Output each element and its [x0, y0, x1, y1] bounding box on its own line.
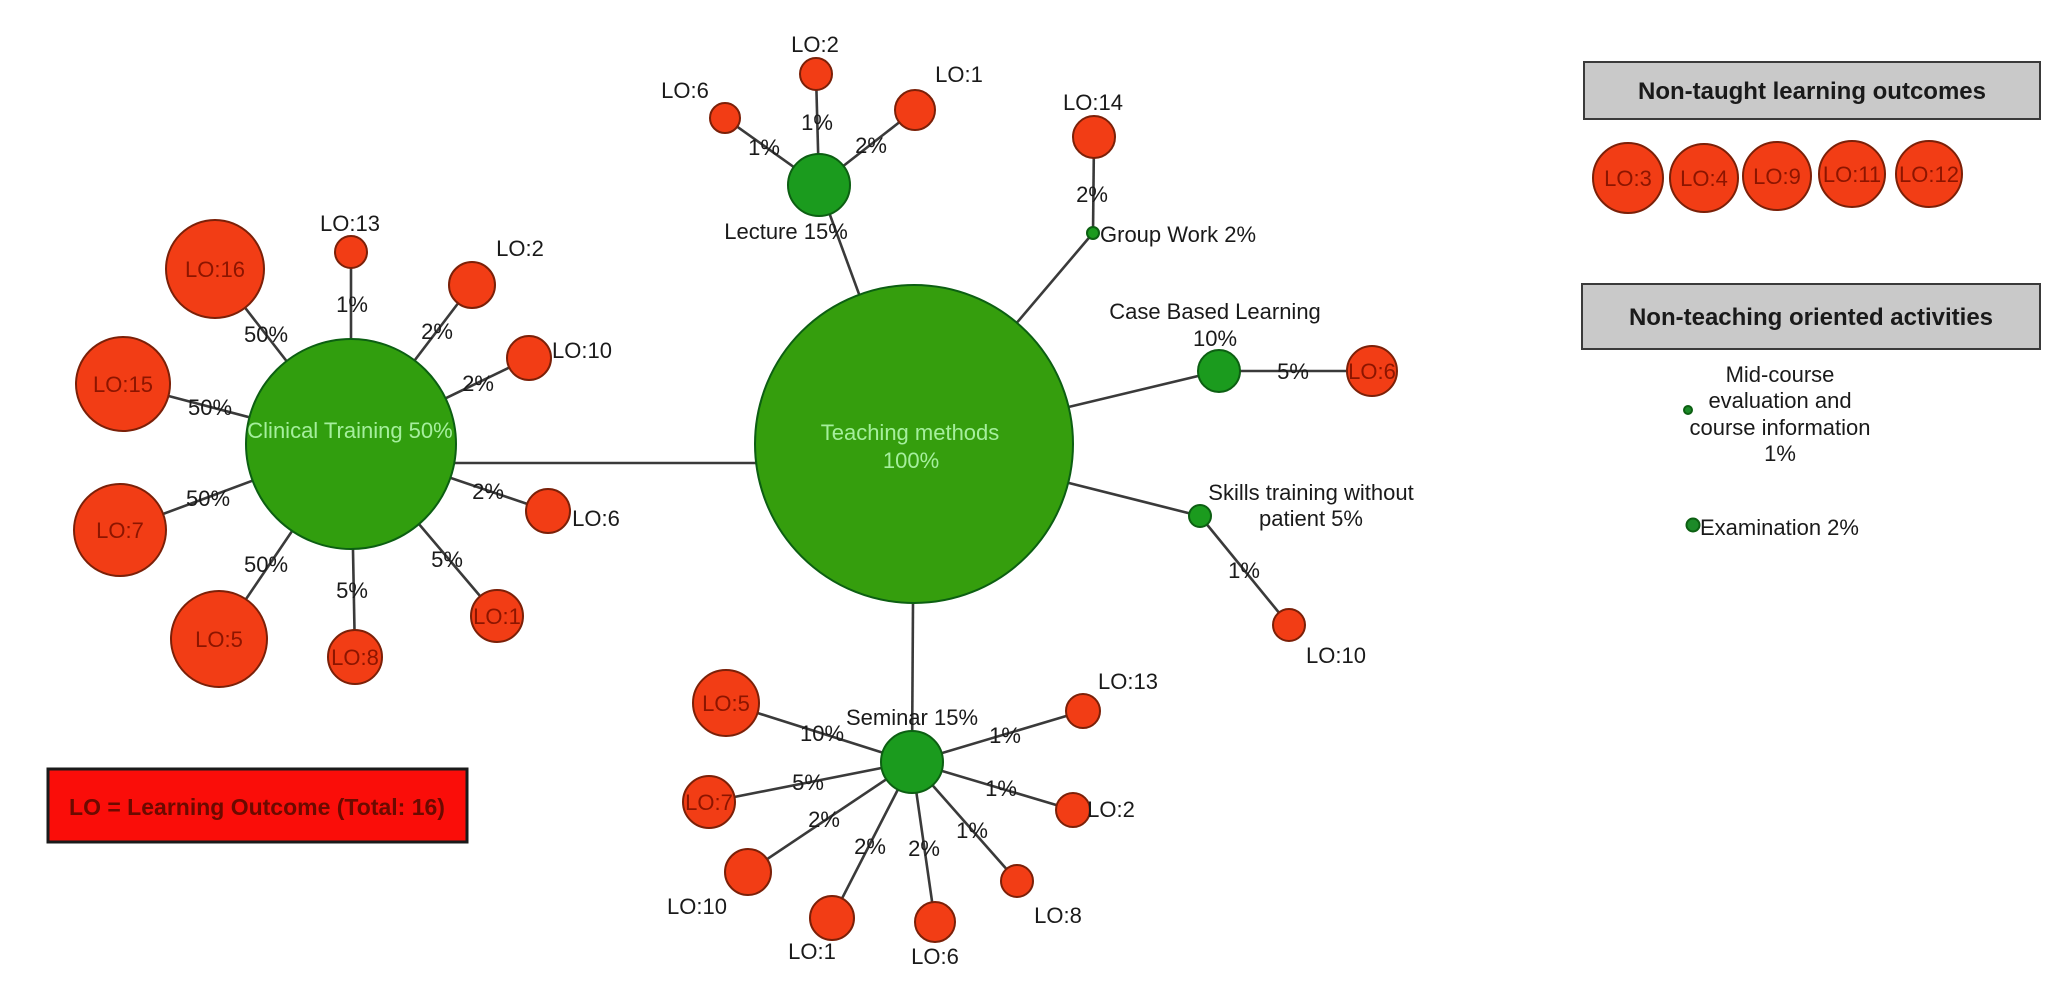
svg-text:LO:6: LO:6 [1348, 359, 1396, 384]
svg-text:LO:6: LO:6 [572, 506, 620, 531]
svg-text:LO:2: LO:2 [1087, 797, 1135, 822]
svg-text:1%: 1% [748, 135, 780, 160]
svg-text:5%: 5% [431, 547, 463, 572]
svg-text:evaluation and: evaluation and [1708, 388, 1851, 413]
svg-text:LO:7: LO:7 [96, 518, 144, 543]
svg-text:1%: 1% [989, 723, 1021, 748]
svg-text:LO:6: LO:6 [661, 78, 709, 103]
svg-text:LO:1: LO:1 [935, 62, 983, 87]
svg-text:1%: 1% [1228, 558, 1260, 583]
svg-text:LO:16: LO:16 [185, 257, 245, 282]
svg-text:50%: 50% [244, 552, 288, 577]
svg-text:50%: 50% [188, 395, 232, 420]
svg-text:LO:3: LO:3 [1604, 166, 1652, 191]
svg-text:2%: 2% [854, 834, 886, 859]
svg-text:1%: 1% [801, 110, 833, 135]
svg-text:LO:10: LO:10 [667, 894, 727, 919]
svg-text:LO:12: LO:12 [1899, 162, 1959, 187]
svg-text:patient 5%: patient 5% [1259, 506, 1363, 531]
svg-text:Seminar 15%: Seminar 15% [846, 705, 978, 730]
svg-text:1%: 1% [956, 818, 988, 843]
svg-text:1%: 1% [336, 292, 368, 317]
svg-text:2%: 2% [908, 836, 940, 861]
svg-text:50%: 50% [186, 486, 230, 511]
svg-text:LO:5: LO:5 [702, 691, 750, 716]
svg-text:LO:8: LO:8 [331, 645, 379, 670]
svg-text:LO = Learning Outcome (Total:: LO = Learning Outcome (Total: 16) [69, 794, 445, 820]
svg-text:50%: 50% [244, 322, 288, 347]
svg-text:1%: 1% [985, 776, 1017, 801]
svg-text:2%: 2% [855, 133, 887, 158]
svg-text:10%: 10% [800, 721, 844, 746]
svg-text:LO:14: LO:14 [1063, 90, 1123, 115]
svg-text:LO:2: LO:2 [791, 32, 839, 57]
svg-text:Mid-course: Mid-course [1726, 362, 1835, 387]
svg-text:LO:7: LO:7 [685, 790, 733, 815]
svg-text:Teaching methods: Teaching methods [821, 420, 1000, 445]
svg-text:5%: 5% [1277, 359, 1309, 384]
svg-text:2%: 2% [421, 319, 453, 344]
svg-text:LO:13: LO:13 [1098, 669, 1158, 694]
svg-text:5%: 5% [336, 578, 368, 603]
svg-text:Non-taught learning outcomes: Non-taught learning outcomes [1638, 78, 1986, 105]
svg-text:5%: 5% [792, 770, 824, 795]
svg-text:LO:10: LO:10 [1306, 643, 1366, 668]
svg-text:Case Based Learning: Case Based Learning [1109, 299, 1321, 324]
svg-text:2%: 2% [472, 479, 504, 504]
svg-text:LO:9: LO:9 [1753, 164, 1801, 189]
svg-text:100%: 100% [883, 448, 939, 473]
svg-text:Clinical Training 50%: Clinical Training 50% [247, 418, 452, 443]
svg-text:LO:15: LO:15 [93, 372, 153, 397]
svg-text:Examination 2%: Examination 2% [1700, 515, 1859, 540]
svg-text:2%: 2% [1076, 182, 1108, 207]
svg-text:LO:6: LO:6 [911, 944, 959, 969]
svg-text:LO:2: LO:2 [496, 236, 544, 261]
svg-text:LO:8: LO:8 [1034, 903, 1082, 928]
svg-text:LO:10: LO:10 [552, 338, 612, 363]
svg-text:10%: 10% [1193, 326, 1237, 351]
svg-text:Group Work 2%: Group Work 2% [1100, 222, 1256, 247]
svg-text:Non-teaching oriented activiti: Non-teaching oriented activities [1629, 304, 1993, 331]
svg-text:Skills training without: Skills training without [1208, 480, 1413, 505]
svg-text:LO:1: LO:1 [473, 604, 521, 629]
svg-text:2%: 2% [808, 807, 840, 832]
svg-text:LO:11: LO:11 [1823, 162, 1881, 187]
svg-text:1%: 1% [1764, 441, 1796, 466]
svg-text:Lecture 15%: Lecture 15% [724, 219, 848, 244]
svg-text:LO:4: LO:4 [1680, 166, 1728, 191]
svg-text:2%: 2% [462, 371, 494, 396]
svg-text:LO:13: LO:13 [320, 211, 380, 236]
svg-text:LO:5: LO:5 [195, 627, 243, 652]
svg-text:LO:1: LO:1 [788, 939, 836, 964]
svg-text:course information: course information [1690, 415, 1871, 440]
